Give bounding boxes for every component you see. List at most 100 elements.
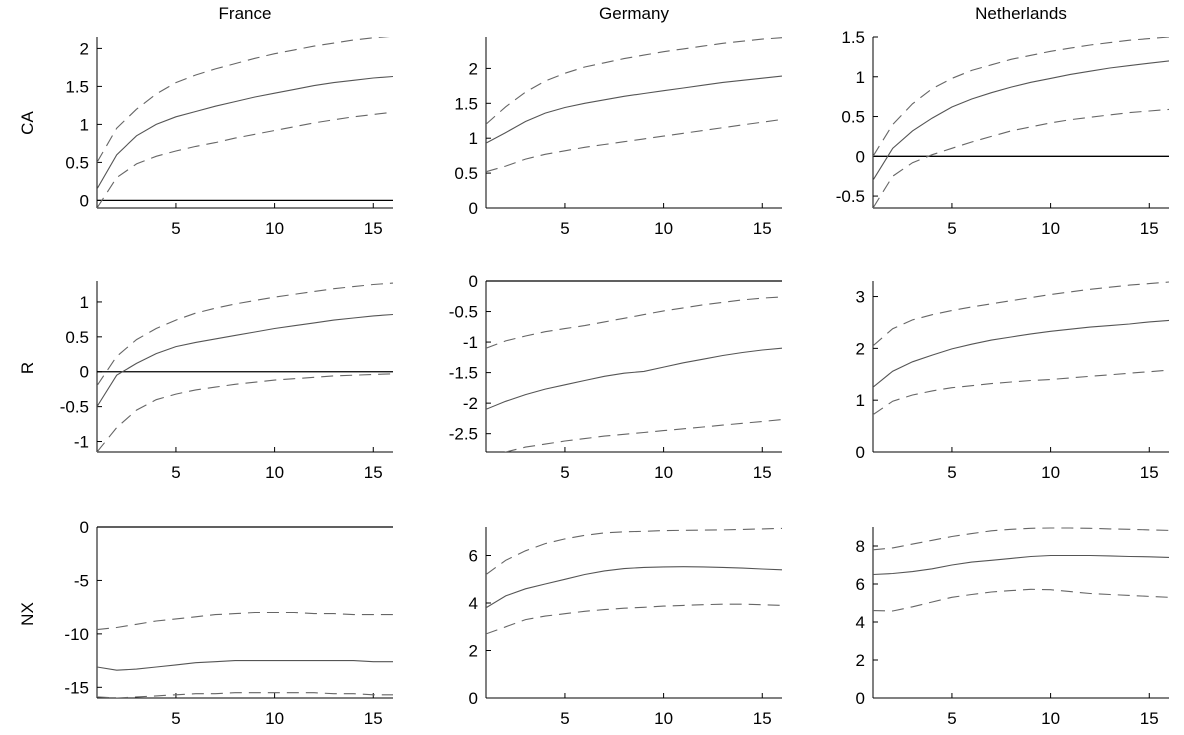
y-tick-label-ca-france: 1 — [80, 115, 89, 134]
x-tick-label-r-france: 5 — [171, 463, 180, 482]
upper-line-ca-france — [97, 37, 390, 163]
y-tick-label-r-france: -0.5 — [60, 398, 89, 417]
y-tick-label-ca-netherlands: 0.5 — [841, 108, 865, 127]
x-tick-label-ca-netherlands: 15 — [1140, 219, 1159, 238]
y-tick-label-ca-netherlands: 1.5 — [841, 28, 865, 47]
y-tick-label-ca-germany: 0 — [469, 199, 478, 218]
x-tick-label-ca-france: 15 — [364, 219, 383, 238]
panel-r-netherlands: 0 1 2 3 5 10 15 — [856, 281, 1169, 482]
y-tick-label-r-germany: -2.5 — [449, 425, 478, 444]
estimate-line-nx-france — [97, 660, 393, 671]
panel-ca-france: 0 0.5 1 1.5 2 5 10 15 — [65, 37, 393, 238]
x-tick-label-r-france: 10 — [265, 463, 284, 482]
lower-line-nx-netherlands — [873, 588, 1169, 612]
x-tick-label-ca-germany: 5 — [560, 219, 569, 238]
panel-nx-france: -15 -10 -5 0 5 10 15 — [64, 518, 393, 728]
x-tick-label-nx-netherlands: 10 — [1041, 709, 1060, 728]
lower-line-r-netherlands — [873, 369, 1169, 416]
upper-line-ca-germany — [486, 37, 782, 125]
lower-line-ca-netherlands — [873, 108, 1169, 208]
x-tick-label-nx-netherlands: 5 — [947, 709, 956, 728]
y-tick-label-r-germany: -1.5 — [449, 364, 478, 383]
x-tick-label-r-netherlands: 15 — [1140, 463, 1159, 482]
y-tick-label-nx-netherlands: 8 — [856, 537, 865, 556]
lower-line-ca-france — [97, 111, 393, 208]
x-tick-label-r-netherlands: 10 — [1041, 463, 1060, 482]
x-tick-label-r-germany: 15 — [753, 463, 772, 482]
series-group-r-france — [97, 282, 393, 452]
series-group-nx-germany — [486, 527, 782, 635]
row-label-nx: NX — [18, 602, 37, 626]
panel-r-france: -1-0.500.515 10 15 — [60, 281, 393, 482]
y-tick-label-r-germany: -2 — [463, 394, 478, 413]
series-group-ca-netherlands — [873, 37, 1169, 208]
y-tick-label-ca-germany: 1 — [469, 129, 478, 148]
y-tick-label-ca-germany: 2 — [469, 59, 478, 78]
y-tick-label-r-netherlands: 0 — [856, 443, 865, 462]
x-tick-label-r-netherlands: 5 — [947, 463, 956, 482]
x-tick-label-ca-france: 5 — [171, 219, 180, 238]
series-group-ca-germany — [486, 37, 782, 173]
y-tick-label-nx-france: -5 — [74, 571, 89, 590]
y-tick-label-nx-germany: 6 — [469, 547, 478, 566]
y-tick-label-nx-netherlands: 4 — [856, 613, 865, 632]
y-tick-label-r-netherlands: 2 — [856, 339, 865, 358]
series-group-nx-france — [97, 611, 393, 698]
column-title-germany: Germany — [599, 4, 669, 23]
x-tick-label-ca-netherlands: 10 — [1041, 219, 1060, 238]
x-tick-label-ca-netherlands: 5 — [947, 219, 956, 238]
estimate-line-nx-germany — [486, 566, 782, 609]
y-tick-label-nx-france: -15 — [64, 678, 89, 697]
x-tick-label-nx-germany: 15 — [753, 709, 772, 728]
row-label-r: R — [18, 362, 37, 374]
y-tick-label-nx-france: -10 — [64, 625, 89, 644]
lower-line-ca-germany — [486, 118, 782, 173]
series-group-r-germany — [486, 296, 782, 452]
estimate-line-ca-france — [97, 75, 393, 190]
estimate-line-r-france — [97, 313, 393, 407]
row-label-ca: CA — [18, 111, 37, 135]
y-tick-label-r-france: 0 — [80, 363, 89, 382]
lower-line-nx-france — [97, 692, 393, 698]
x-tick-label-r-france: 15 — [364, 463, 383, 482]
y-tick-label-nx-germany: 4 — [469, 594, 478, 613]
y-tick-label-r-france: 1 — [80, 293, 89, 312]
y-tick-label-ca-france: 1.5 — [65, 77, 89, 96]
series-group-r-netherlands — [873, 281, 1169, 416]
lower-line-r-france — [97, 373, 393, 452]
estimate-line-ca-netherlands — [873, 60, 1169, 181]
series-group-nx-netherlands — [873, 527, 1169, 612]
y-tick-label-r-france: -1 — [74, 433, 89, 452]
row-labels: CA R NX — [18, 111, 37, 626]
x-tick-label-ca-france: 10 — [265, 219, 284, 238]
lower-line-nx-germany — [486, 603, 782, 635]
y-tick-label-ca-france: 0 — [80, 191, 89, 210]
y-tick-label-r-netherlands: 3 — [856, 288, 865, 307]
column-title-netherlands: Netherlands — [975, 4, 1067, 23]
x-tick-label-r-germany: 10 — [654, 463, 673, 482]
upper-line-r-france — [97, 282, 393, 387]
y-tick-label-ca-germany: 0.5 — [454, 164, 478, 183]
y-tick-label-ca-netherlands: -0.5 — [836, 187, 865, 206]
y-tick-label-nx-france: 0 — [80, 518, 89, 537]
estimate-line-ca-germany — [486, 75, 782, 144]
upper-line-r-germany — [486, 296, 782, 349]
panel-nx-netherlands: 0 2 4 6 8 5 10 15 — [856, 527, 1169, 728]
x-tick-label-nx-germany: 5 — [560, 709, 569, 728]
upper-line-nx-netherlands — [873, 527, 1169, 551]
x-tick-label-nx-netherlands: 15 — [1140, 709, 1159, 728]
panel-ca-germany: 0 0.5 1 1.5 2 5 10 15 — [454, 37, 782, 238]
estimate-line-r-netherlands — [873, 319, 1169, 388]
upper-line-ca-netherlands — [873, 37, 1169, 157]
y-tick-label-ca-netherlands: 0 — [856, 147, 865, 166]
y-tick-label-r-france: 0.5 — [65, 328, 89, 347]
x-tick-label-ca-germany: 10 — [654, 219, 673, 238]
panel-ca-netherlands: -0.5 0 0.5 1 1.5 5 10 15 — [836, 28, 1169, 238]
y-tick-label-r-germany: 0 — [469, 272, 478, 291]
column-titles: France Germany Netherlands — [219, 4, 1067, 23]
y-tick-label-nx-germany: 0 — [469, 689, 478, 708]
upper-line-nx-germany — [486, 527, 782, 575]
column-title-france: France — [219, 4, 272, 23]
